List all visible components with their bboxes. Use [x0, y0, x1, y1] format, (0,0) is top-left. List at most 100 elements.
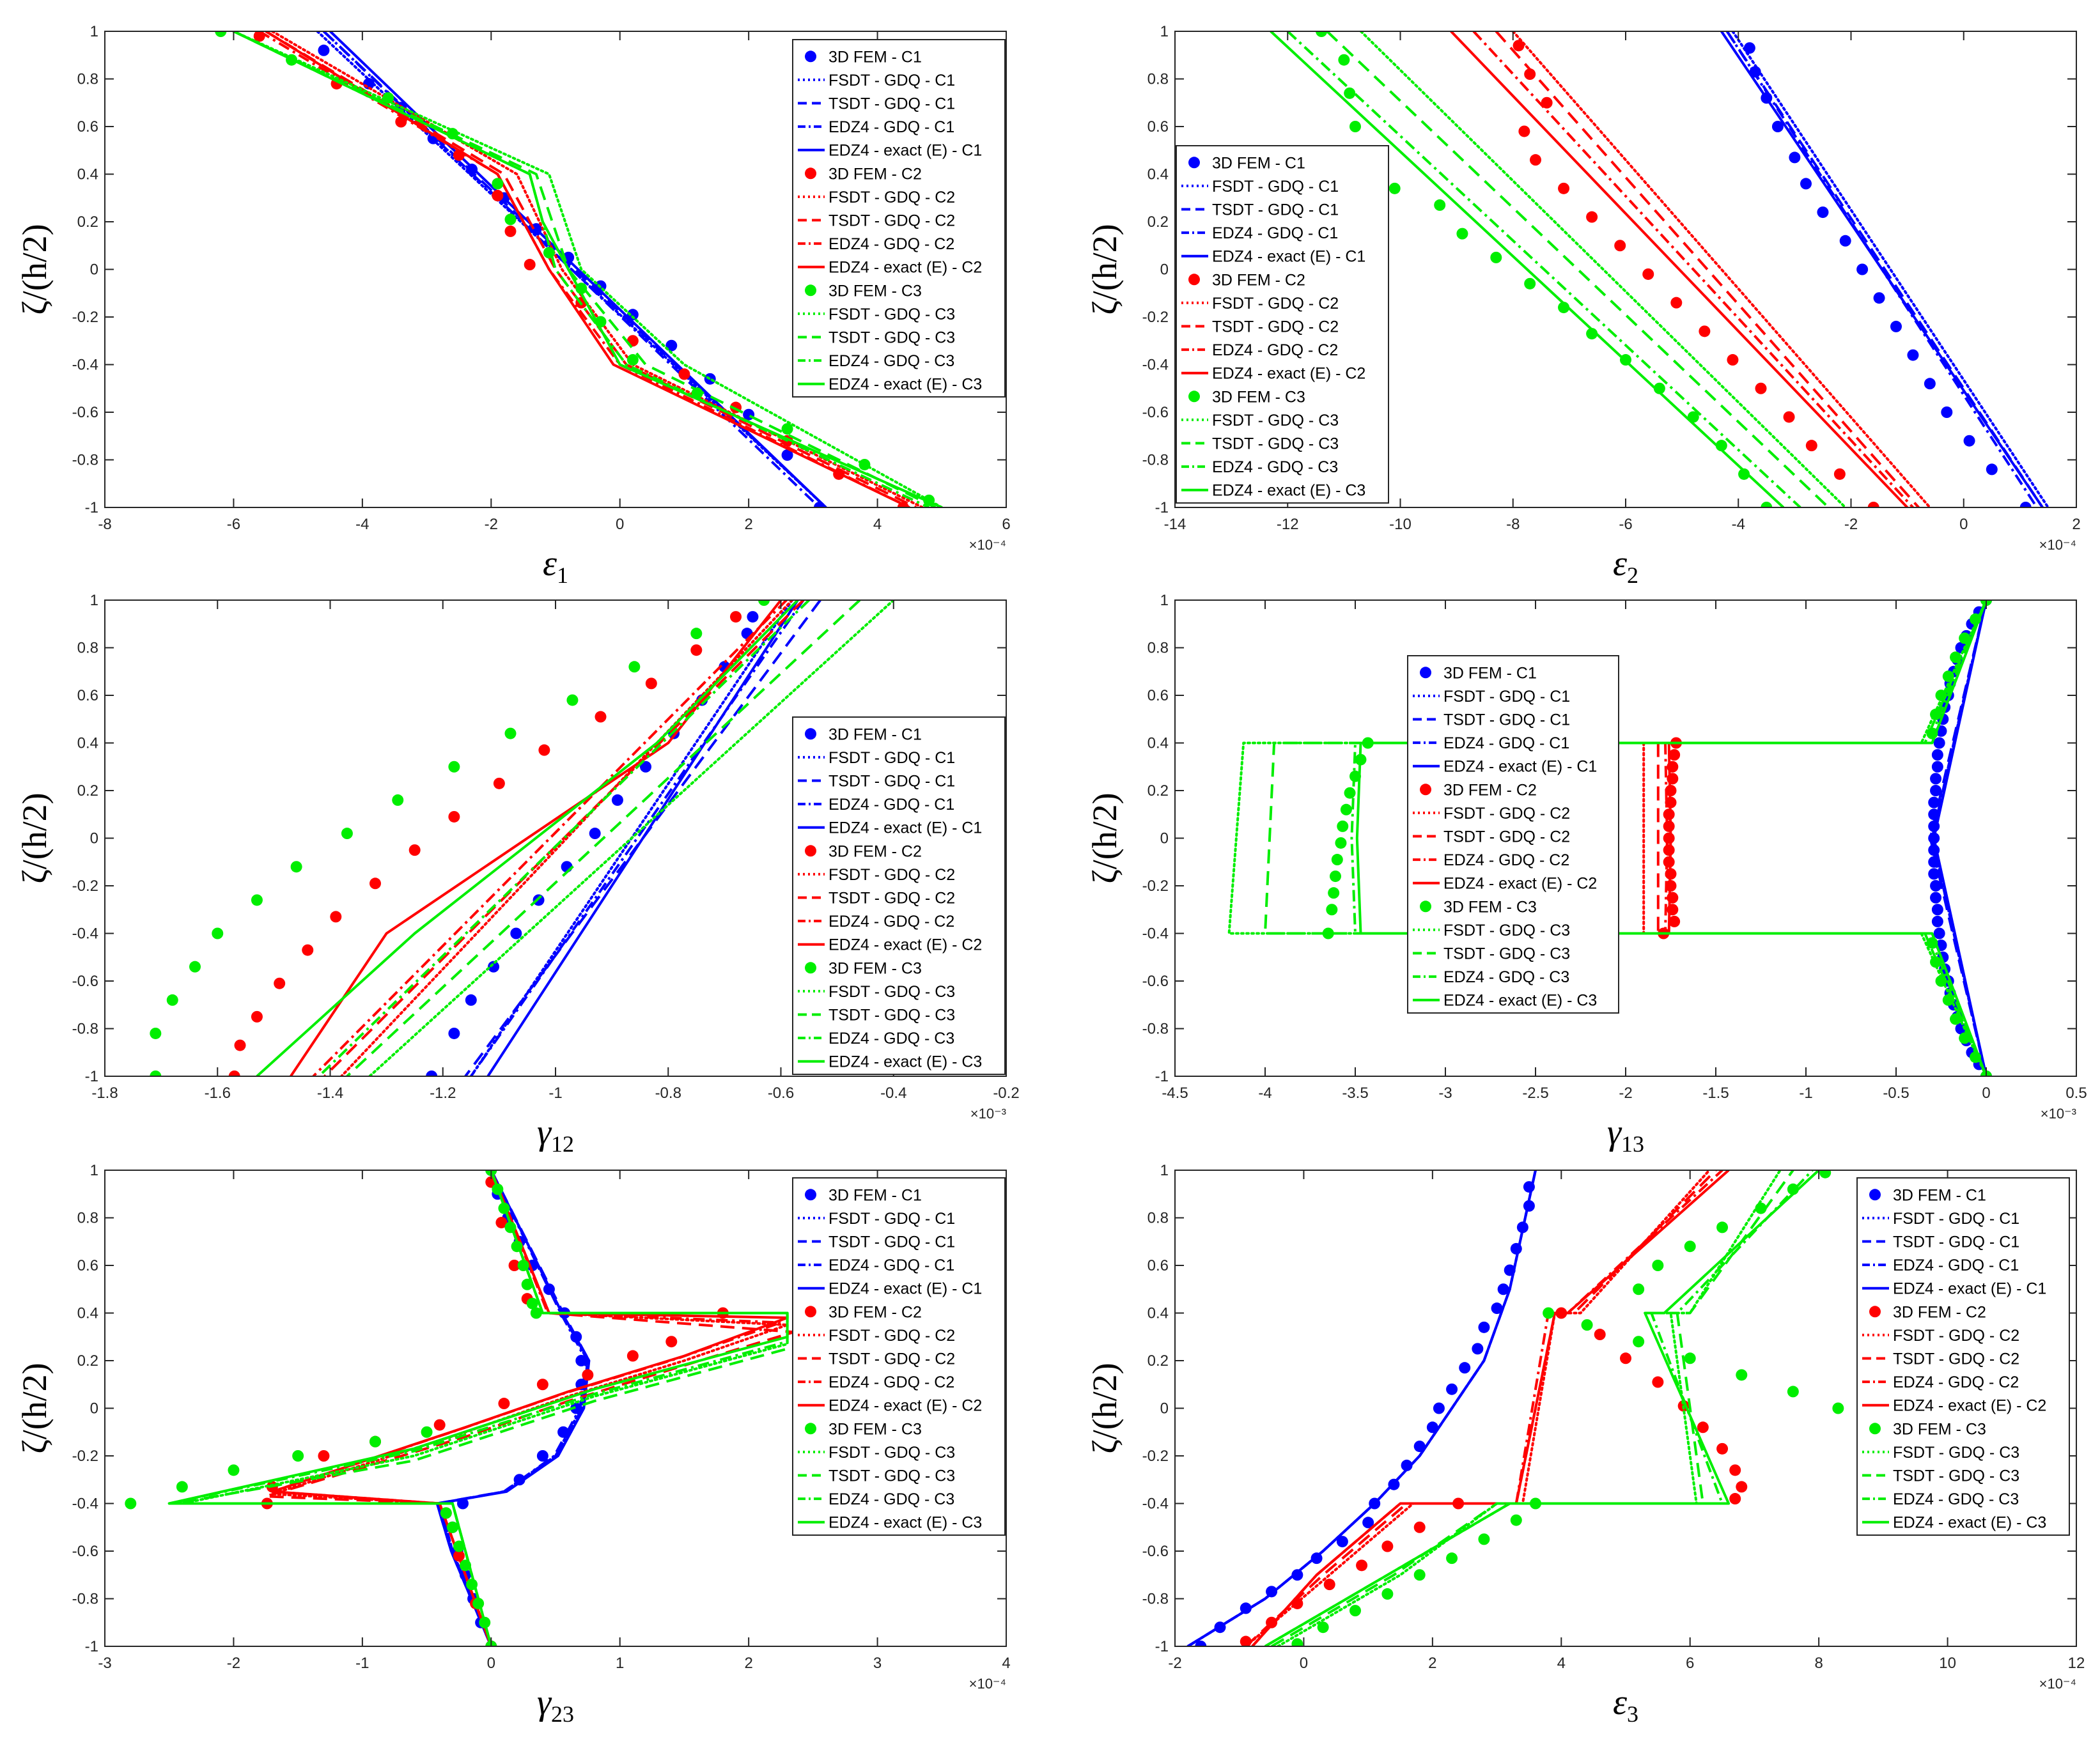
y-tick-label: 0 [1160, 261, 1169, 279]
legend-box [792, 716, 1006, 1075]
data-point [536, 1379, 548, 1391]
series-line [167, 1170, 789, 1646]
data-point [1558, 182, 1570, 194]
data-point [626, 1350, 639, 1362]
y-tick-label: 0.4 [1147, 166, 1169, 183]
y-tick-label: 0.4 [77, 166, 98, 183]
data-point [1344, 87, 1356, 99]
x-exponent-label: ×10⁻⁴ [969, 537, 1006, 553]
data-point [781, 449, 793, 461]
y-tick-label: -0.8 [72, 452, 98, 469]
data-point [382, 92, 394, 104]
legend-label: EDZ4 - exact (E) - C2 [1212, 365, 1365, 383]
x-tick-label: -2 [485, 516, 498, 533]
data-point [1530, 154, 1541, 166]
data-point [1331, 854, 1343, 866]
data-point [448, 1027, 460, 1039]
data-point [1633, 1283, 1645, 1295]
x-tick-label: -6 [1619, 516, 1632, 533]
data-point [530, 1307, 542, 1319]
legend-marker [805, 1306, 816, 1318]
y-tick-label: -0.6 [72, 404, 98, 421]
x-tick-label: 2 [744, 1655, 752, 1672]
data-point [538, 744, 550, 756]
data-point [330, 911, 342, 923]
legend-label: 3D FEM - C3 [1212, 388, 1305, 406]
y-tick-label: 0 [90, 830, 98, 847]
data-point [1388, 182, 1401, 194]
legend-label: FSDT - GDQ - C3 [1212, 412, 1339, 429]
data-point [1663, 844, 1675, 856]
y-tick-label: 0 [1160, 1400, 1169, 1418]
y-tick-label: 1 [1160, 23, 1169, 40]
legend-label: FSDT - GDQ - C2 [1893, 1327, 2019, 1345]
x-tick-label: -10 [1389, 516, 1412, 533]
y-tick-label: -0.2 [72, 1448, 98, 1465]
data-point [1323, 1579, 1335, 1591]
data-point [508, 1260, 520, 1271]
legend-label: FSDT - GDQ - C1 [828, 72, 955, 89]
legend-label: EDZ4 - GDQ - C2 [828, 235, 954, 253]
legend-label: 3D FEM - C1 [1443, 664, 1537, 682]
legend-label: 3D FEM - C1 [828, 1186, 922, 1204]
legend-label: EDZ4 - GDQ - C3 [1443, 968, 1569, 986]
series-line [435, 1170, 591, 1646]
legend-label: EDZ4 - exact (E) - C1 [828, 1280, 982, 1298]
data-point [341, 828, 353, 840]
legend-label: EDZ4 - exact (E) - C1 [1212, 248, 1365, 266]
y-tick-label: 0.2 [1147, 1352, 1169, 1370]
legend-label: 3D FEM - C1 [1893, 1186, 1986, 1204]
y-tick-label: -0.6 [1142, 404, 1169, 421]
data-point [510, 927, 522, 939]
data-point [1930, 773, 1942, 785]
legend-label: TSDT - GDQ - C2 [828, 890, 955, 908]
legend: 3D FEM - C1 FSDT - GDQ - C1 TSDT - GDQ - C… [792, 716, 1006, 1075]
data-point [392, 794, 404, 806]
y-tick-label: -0.6 [72, 1543, 98, 1560]
y-tick-label: -1 [1155, 499, 1169, 516]
legend-label: 3D FEM - C3 [828, 1420, 922, 1438]
data-point [1426, 1421, 1438, 1434]
y-tick-label: 0.6 [77, 1257, 98, 1274]
data-point [212, 927, 224, 939]
series-line [368, 600, 895, 1076]
legend-label: 3D FEM - C1 [1212, 154, 1305, 172]
y-tick-label: -0.4 [1142, 925, 1169, 943]
legend-label: TSDT - GDQ - C1 [828, 95, 955, 113]
data-point [215, 31, 227, 37]
y-tick-label: -0.6 [1142, 1543, 1169, 1560]
legend-label: EDZ4 - exact (E) - C1 [1443, 758, 1597, 776]
data-point [1924, 378, 1936, 390]
y-tick-label: -0.8 [1142, 452, 1169, 469]
x-tick-label: 2 [2072, 516, 2080, 533]
chart-gam13: -4.5 -4 -3.5 -3 -2.5 -2 -1.5 -1 -0.5 0 0.5 -1 -0.8 -0… [1085, 592, 2087, 1157]
data-point [176, 1481, 188, 1493]
data-point [1684, 1240, 1696, 1253]
y-tick-label: -0.4 [72, 1496, 98, 1513]
data-point [1381, 1540, 1394, 1552]
data-point [1317, 1621, 1329, 1634]
data-point [1663, 832, 1675, 844]
data-point [1668, 749, 1681, 761]
x-tick-label: -1.5 [1702, 1085, 1729, 1102]
data-point [1446, 1383, 1458, 1395]
y-tick-label: 1 [1160, 592, 1169, 609]
legend-label: TSDT - GDQ - C3 [828, 1007, 955, 1024]
data-point [493, 777, 505, 789]
series-line [1511, 31, 1931, 507]
legend-label: 3D FEM - C3 [1893, 1420, 1986, 1438]
data-point [1543, 1307, 1555, 1319]
legend-label: EDZ4 - GDQ - C3 [828, 352, 954, 370]
legend-marker [1188, 390, 1200, 403]
data-point [1614, 240, 1626, 252]
data-point [1771, 121, 1784, 132]
legend-label: FSDT - GDQ - C3 [828, 305, 955, 323]
data-point [589, 828, 601, 840]
data-point [1699, 325, 1711, 337]
series-line [1472, 31, 1914, 507]
data-point [408, 844, 421, 856]
legend-marker [805, 167, 816, 180]
x-exponent-label: ×10⁻³ [2041, 1106, 2076, 1122]
series-line [1495, 31, 1920, 507]
x-tick-label: 0.5 [2065, 1085, 2087, 1102]
